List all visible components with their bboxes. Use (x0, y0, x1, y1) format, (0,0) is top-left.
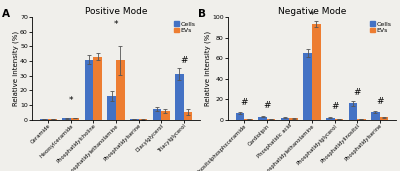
Text: #: # (180, 56, 188, 65)
Bar (236, 113, 244, 120)
Bar (258, 117, 267, 120)
Text: A: A (2, 9, 10, 19)
Bar (312, 24, 320, 120)
Bar (281, 118, 290, 120)
Bar (108, 96, 116, 120)
Bar (326, 118, 334, 120)
Title: Negative Mode: Negative Mode (278, 7, 346, 16)
Bar (357, 119, 366, 120)
Legend: Cells, EVs: Cells, EVs (172, 20, 197, 34)
Bar (48, 119, 57, 120)
Bar (290, 118, 298, 120)
Bar (267, 119, 275, 120)
Bar (71, 118, 79, 120)
Bar (138, 119, 147, 120)
Bar (349, 103, 357, 120)
Bar (334, 119, 343, 120)
Bar (85, 60, 94, 120)
Bar (40, 119, 48, 120)
Text: B: B (198, 9, 206, 19)
Title: Positive Mode: Positive Mode (85, 7, 147, 16)
Bar (116, 60, 124, 120)
Bar (130, 119, 138, 120)
Text: #: # (376, 97, 384, 106)
Text: *: * (68, 96, 73, 105)
Bar (62, 118, 71, 120)
Y-axis label: Relative intensity (%): Relative intensity (%) (12, 31, 18, 106)
Bar (175, 74, 184, 120)
Bar (371, 112, 380, 120)
Legend: Cells, EVs: Cells, EVs (368, 20, 393, 34)
Text: *: * (310, 11, 314, 20)
Bar (153, 109, 161, 120)
Bar (304, 53, 312, 120)
Bar (380, 117, 388, 120)
Bar (184, 112, 192, 120)
Y-axis label: Relative intensity (%): Relative intensity (%) (204, 31, 211, 106)
Bar (161, 111, 170, 120)
Bar (94, 57, 102, 120)
Text: #: # (263, 101, 270, 110)
Text: #: # (331, 102, 338, 111)
Bar (244, 119, 253, 120)
Text: *: * (114, 20, 118, 29)
Text: #: # (354, 88, 361, 97)
Text: #: # (240, 98, 248, 107)
